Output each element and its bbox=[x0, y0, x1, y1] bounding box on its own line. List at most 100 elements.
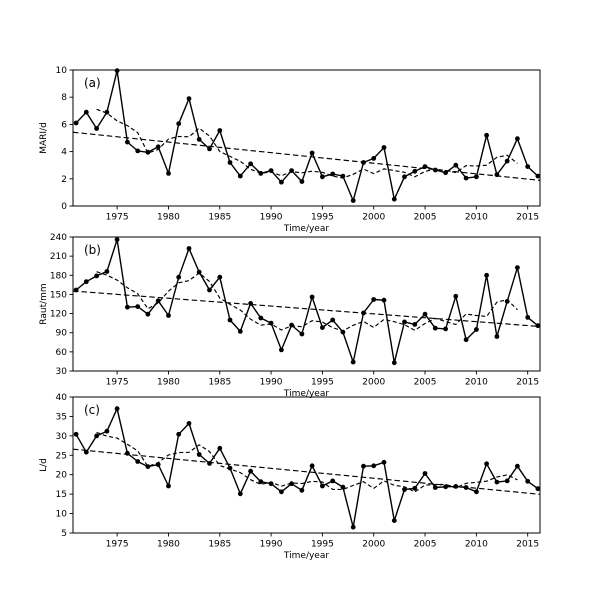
data-point-marker bbox=[289, 168, 294, 174]
data-point-marker bbox=[402, 487, 407, 492]
x-tick-label: 1990 bbox=[260, 378, 283, 388]
x-tick-label: 2000 bbox=[362, 213, 385, 223]
data-point-marker bbox=[350, 198, 356, 204]
y-axis-label: MARI/d bbox=[39, 122, 49, 154]
data-point-marker bbox=[453, 484, 459, 489]
data-point-marker bbox=[402, 319, 407, 325]
x-tick-label: 2000 bbox=[362, 378, 385, 388]
data-point-marker bbox=[279, 347, 284, 353]
data-point-marker bbox=[535, 323, 541, 329]
data-point-marker bbox=[176, 274, 182, 280]
data-point-marker bbox=[361, 463, 366, 469]
data-point-marker bbox=[207, 146, 212, 152]
panel-label: (c) bbox=[84, 403, 100, 417]
x-tick-label: 2015 bbox=[516, 213, 539, 223]
data-point-marker bbox=[350, 359, 356, 365]
data-point-marker bbox=[166, 171, 171, 176]
y-tick-label: 8 bbox=[61, 93, 67, 103]
data-point-marker bbox=[176, 121, 182, 127]
annual-series-line bbox=[75, 238, 539, 364]
data-point-marker bbox=[525, 164, 531, 170]
data-point-marker bbox=[381, 145, 387, 150]
data-point-marker bbox=[145, 464, 151, 469]
data-point-marker bbox=[104, 269, 110, 274]
data-point-marker bbox=[361, 310, 366, 316]
data-point-marker bbox=[227, 317, 233, 323]
data-point-marker bbox=[381, 297, 387, 303]
data-point-marker bbox=[432, 167, 438, 173]
x-tick-label: 1995 bbox=[311, 213, 334, 223]
y-tick-label: 60 bbox=[56, 348, 68, 358]
data-point-marker bbox=[83, 279, 89, 285]
data-point-marker bbox=[391, 196, 397, 202]
y-tick-label: 40 bbox=[56, 393, 68, 403]
data-point-marker bbox=[237, 491, 243, 497]
data-point-marker bbox=[268, 481, 274, 487]
data-point-marker bbox=[391, 518, 397, 523]
data-point-marker bbox=[73, 431, 79, 437]
data-point-marker bbox=[484, 461, 489, 467]
data-point-marker bbox=[248, 468, 254, 474]
data-point-marker bbox=[371, 156, 377, 161]
chart-a: 1975 1980 1985 1990 1995 2000 2005 2010 2015 0 2 4 6… bbox=[39, 66, 541, 234]
data-point-marker bbox=[309, 463, 315, 469]
data-point-marker bbox=[73, 120, 79, 126]
data-point-marker bbox=[186, 421, 192, 426]
x-tick-label: 1980 bbox=[157, 540, 180, 550]
data-point-marker bbox=[145, 311, 151, 317]
data-point-marker bbox=[371, 297, 377, 302]
x-tick-label: 1975 bbox=[106, 213, 129, 223]
chart-c: 1975 1980 1985 1990 1995 2000 2005 2010 2015 5 10 1… bbox=[39, 393, 541, 561]
data-point-marker bbox=[504, 478, 510, 484]
moving-average-line bbox=[96, 431, 518, 493]
data-point-marker bbox=[94, 433, 99, 439]
data-point-marker bbox=[515, 463, 520, 469]
data-point-marker bbox=[125, 304, 130, 310]
data-point-marker bbox=[432, 485, 438, 490]
data-point-marker bbox=[391, 360, 397, 366]
data-point-marker bbox=[94, 126, 99, 131]
y-tick-label: 240 bbox=[50, 233, 67, 243]
chart-b: 1975 1980 1985 1990 1995 2000 2005 2010 2015 30 60… bbox=[39, 233, 541, 399]
data-point-marker bbox=[371, 463, 377, 469]
data-point-marker bbox=[484, 132, 489, 138]
data-point-marker bbox=[279, 179, 284, 185]
data-point-marker bbox=[402, 174, 407, 180]
x-tick-label: 1995 bbox=[311, 378, 334, 388]
y-axis-label: L/d bbox=[39, 458, 49, 472]
x-tick-label: 2010 bbox=[465, 540, 488, 550]
data-point-marker bbox=[525, 478, 531, 484]
y-tick-label: 25 bbox=[56, 451, 67, 461]
data-point-marker bbox=[207, 287, 212, 293]
data-point-marker bbox=[320, 483, 325, 489]
data-point-marker bbox=[525, 315, 531, 320]
data-point-marker bbox=[155, 462, 161, 467]
data-point-marker bbox=[227, 160, 233, 165]
data-point-marker bbox=[237, 173, 243, 179]
y-tick-label: 210 bbox=[50, 252, 67, 262]
x-axis-label: Time/year bbox=[283, 389, 329, 399]
data-point-marker bbox=[104, 428, 110, 434]
data-point-marker bbox=[494, 334, 500, 339]
data-point-marker bbox=[474, 489, 479, 495]
data-point-marker bbox=[258, 171, 264, 176]
data-point-marker bbox=[453, 293, 459, 299]
data-point-marker bbox=[463, 485, 469, 490]
data-point-marker bbox=[340, 329, 346, 335]
x-tick-label: 2015 bbox=[516, 540, 539, 550]
data-point-marker bbox=[494, 479, 500, 485]
y-tick-label: 150 bbox=[50, 290, 67, 300]
data-point-marker bbox=[320, 174, 325, 180]
data-point-marker bbox=[474, 174, 479, 180]
x-tick-label: 2000 bbox=[362, 540, 385, 550]
data-point-marker bbox=[176, 431, 182, 437]
data-point-marker bbox=[515, 136, 520, 142]
data-point-marker bbox=[340, 173, 346, 179]
data-point-marker bbox=[207, 461, 212, 466]
data-point-marker bbox=[504, 158, 510, 164]
plot-spines bbox=[72, 396, 541, 534]
y-tick-label: 10 bbox=[56, 510, 68, 520]
data-point-marker bbox=[227, 465, 233, 471]
